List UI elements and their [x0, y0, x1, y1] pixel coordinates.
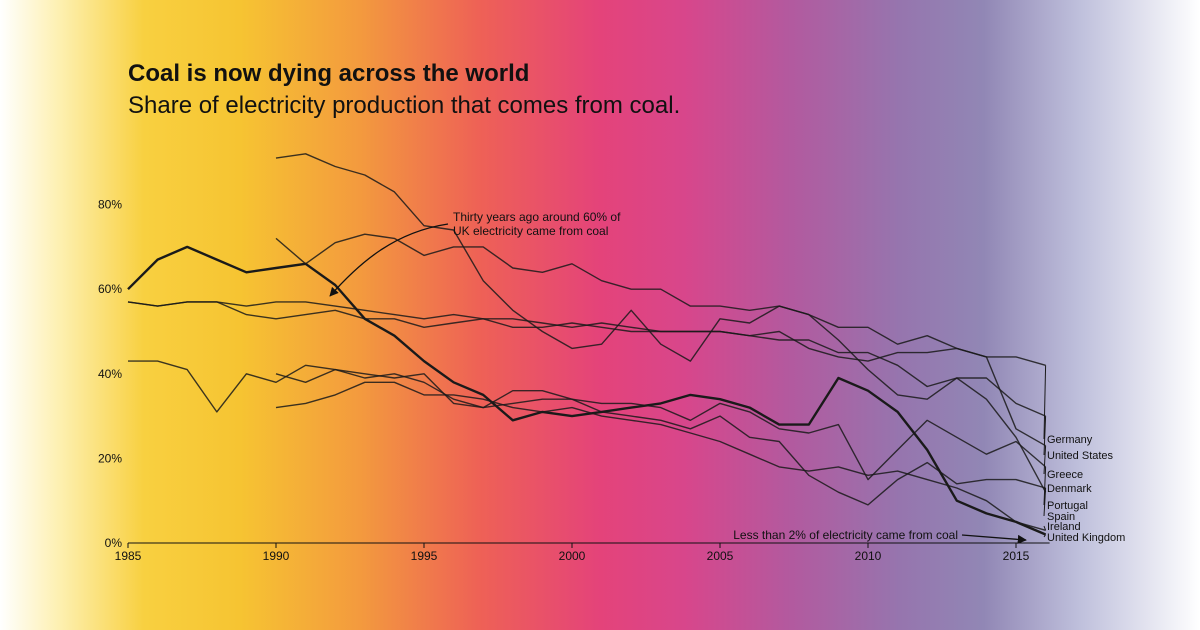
series-label: United States — [1047, 450, 1114, 462]
series-leader-line — [1043, 525, 1047, 531]
series-leader-line — [1043, 445, 1047, 475]
series-label: Denmark — [1047, 483, 1092, 495]
series-label: Ireland — [1047, 521, 1081, 533]
series-label: Germany — [1047, 434, 1093, 446]
chart-subtitle: Share of electricity production that com… — [128, 92, 681, 119]
x-tick-label: 2005 — [707, 549, 734, 563]
x-tick-label: 2010 — [855, 549, 882, 563]
annotation-text: UK electricity came from coal — [453, 224, 608, 238]
series-label: United Kingdom — [1047, 532, 1125, 544]
x-tick-label: 2015 — [1003, 549, 1030, 563]
series-leader-line — [1043, 466, 1047, 506]
chart-title: Coal is now dying across the world — [128, 60, 530, 87]
series-line-denmark — [275, 153, 1047, 493]
series-line-united-kingdom — [127, 245, 1047, 536]
series-leader-line — [1043, 416, 1047, 456]
y-tick-label: 40% — [98, 367, 122, 381]
series-line-germany — [127, 301, 1046, 366]
series-label: Spain — [1047, 511, 1075, 523]
series-line-portugal — [128, 360, 1047, 481]
series-leader-line — [1043, 487, 1047, 517]
annotation-arrow — [961, 534, 1027, 544]
x-tick-label: 1995 — [411, 549, 438, 563]
annotation-arrow — [329, 223, 449, 297]
x-tick-label: 2000 — [559, 549, 586, 563]
y-tick-label: 80% — [98, 198, 122, 212]
series-line-spain — [275, 368, 1046, 506]
series-leader-line — [1043, 534, 1047, 538]
annotation-text: Thirty years ago around 60% of — [453, 210, 621, 224]
x-tick-label: 1985 — [115, 549, 142, 563]
annotation-text: Less than 2% of electricity came from co… — [733, 528, 958, 542]
y-tick-label: 60% — [98, 282, 122, 296]
x-tick-label: 1990 — [263, 549, 290, 563]
series-line-united-states — [127, 301, 1046, 417]
series-leader-line — [1043, 365, 1047, 440]
y-tick-label: 20% — [98, 451, 122, 465]
series-label: Portugal — [1047, 500, 1088, 512]
series-line-ireland — [275, 381, 1046, 531]
series-label: Greece — [1047, 469, 1083, 481]
series-line-greece — [275, 233, 1046, 447]
y-tick-label: 0% — [105, 536, 123, 550]
